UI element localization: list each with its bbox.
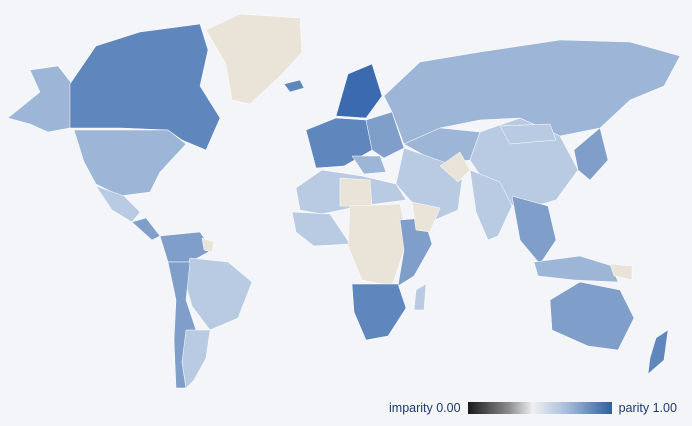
region-india[interactable] — [469, 169, 513, 241]
region-southeast-asia[interactable] — [511, 195, 557, 265]
region-new-zealand[interactable] — [647, 329, 669, 375]
region-southern-africa[interactable] — [351, 283, 407, 341]
region-usa[interactable] — [73, 129, 187, 197]
region-canada[interactable] — [69, 23, 221, 151]
region-horn-nodata[interactable] — [411, 201, 441, 233]
color-legend: imparity 0.00 parity 1.00 — [389, 397, 677, 419]
region-balkans[interactable] — [351, 155, 387, 175]
region-indonesia[interactable] — [533, 255, 619, 283]
region-png-nodata[interactable] — [609, 263, 633, 281]
region-arabia-nodata[interactable] — [439, 151, 471, 183]
region-west-africa[interactable] — [291, 211, 351, 247]
legend-max-label: parity 1.00 — [618, 401, 677, 415]
region-alaska[interactable] — [7, 65, 73, 133]
region-guianas[interactable] — [201, 237, 215, 253]
region-mongolia[interactable] — [499, 123, 557, 145]
region-australia[interactable] — [549, 281, 635, 351]
continents — [7, 13, 681, 389]
region-sahara-nodata[interactable] — [339, 177, 373, 207]
region-eastern-europe[interactable] — [365, 111, 405, 159]
region-central-america[interactable] — [131, 217, 161, 241]
legend-min-label: imparity 0.00 — [389, 401, 461, 415]
region-iceland[interactable] — [283, 79, 305, 93]
region-scandinavia[interactable] — [335, 63, 383, 119]
region-central-africa[interactable] — [347, 203, 409, 287]
region-argentina[interactable] — [181, 329, 211, 389]
region-mexico[interactable] — [95, 185, 141, 223]
region-brazil[interactable] — [183, 257, 253, 331]
region-greenland[interactable] — [205, 13, 303, 105]
legend-gradient-bar — [467, 402, 612, 414]
region-north-south-america[interactable] — [159, 231, 213, 263]
region-korea-japan[interactable] — [573, 127, 609, 181]
region-madagascar[interactable] — [413, 283, 427, 311]
